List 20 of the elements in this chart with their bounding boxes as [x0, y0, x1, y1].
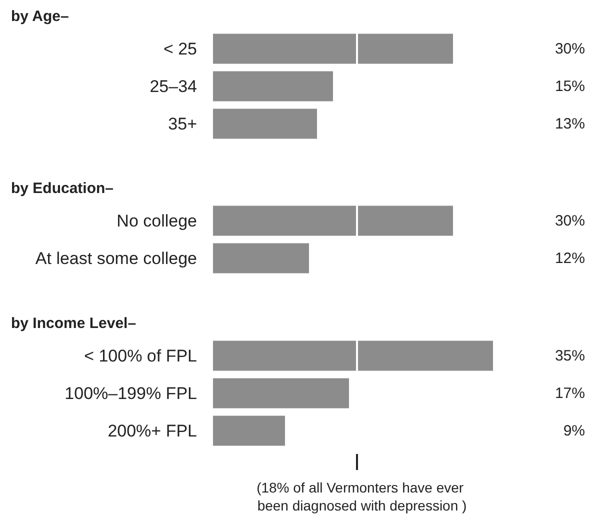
- y-tick-label: 100%–199% FPL: [64, 384, 197, 403]
- data-label: 30%: [554, 212, 585, 230]
- text: by Income Level–: [11, 315, 136, 332]
- data-label: 35%: [554, 347, 585, 364]
- data-label: 9%: [563, 422, 585, 440]
- y-tick-label: < 25: [163, 39, 197, 58]
- y-tick-label: 25–34: [150, 76, 197, 96]
- data-label: 13%: [554, 115, 585, 132]
- data-label: 15%: [554, 78, 585, 95]
- y-tick-label: 200%+ FPL: [108, 421, 197, 440]
- text: by Education–: [11, 180, 114, 197]
- text: by Age–: [11, 8, 69, 25]
- y-tick-label: 35+: [168, 114, 198, 134]
- y-tick-label: < 100% of FPL: [84, 346, 197, 366]
- text: (18% of all Vermonters have ever been diagnosed with depression ): [256, 480, 468, 514]
- y-tick-label: No college: [116, 211, 197, 230]
- data-label: 12%: [554, 250, 585, 267]
- data-label: 17%: [554, 384, 585, 402]
- data-label: 30%: [554, 40, 585, 58]
- y-tick-label: At least some college: [35, 248, 197, 268]
